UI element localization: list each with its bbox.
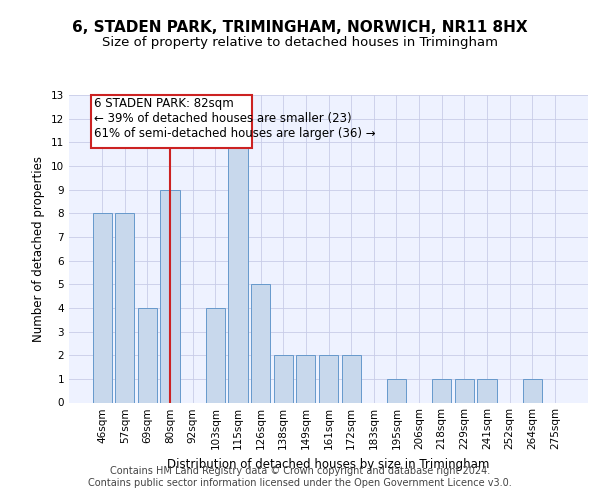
Y-axis label: Number of detached properties: Number of detached properties <box>32 156 46 342</box>
Bar <box>138 308 157 402</box>
Bar <box>455 379 474 402</box>
Bar <box>477 379 497 402</box>
Bar <box>229 142 248 402</box>
Bar <box>319 355 338 403</box>
Bar <box>387 379 406 402</box>
Text: 6, STADEN PARK, TRIMINGHAM, NORWICH, NR11 8HX: 6, STADEN PARK, TRIMINGHAM, NORWICH, NR1… <box>72 20 528 35</box>
Bar <box>160 190 180 402</box>
Bar <box>432 379 451 402</box>
FancyBboxPatch shape <box>91 95 251 148</box>
Bar <box>274 355 293 403</box>
Bar <box>523 379 542 402</box>
Bar <box>251 284 270 403</box>
Bar <box>341 355 361 403</box>
Bar <box>92 214 112 402</box>
Text: Contains HM Land Registry data © Crown copyright and database right 2024.
Contai: Contains HM Land Registry data © Crown c… <box>88 466 512 487</box>
X-axis label: Distribution of detached houses by size in Trimingham: Distribution of detached houses by size … <box>167 458 490 471</box>
Bar <box>296 355 316 403</box>
Text: 6 STADEN PARK: 82sqm
← 39% of detached houses are smaller (23)
61% of semi-detac: 6 STADEN PARK: 82sqm ← 39% of detached h… <box>94 98 376 140</box>
Bar <box>206 308 225 402</box>
Text: Size of property relative to detached houses in Trimingham: Size of property relative to detached ho… <box>102 36 498 49</box>
Bar <box>115 214 134 402</box>
